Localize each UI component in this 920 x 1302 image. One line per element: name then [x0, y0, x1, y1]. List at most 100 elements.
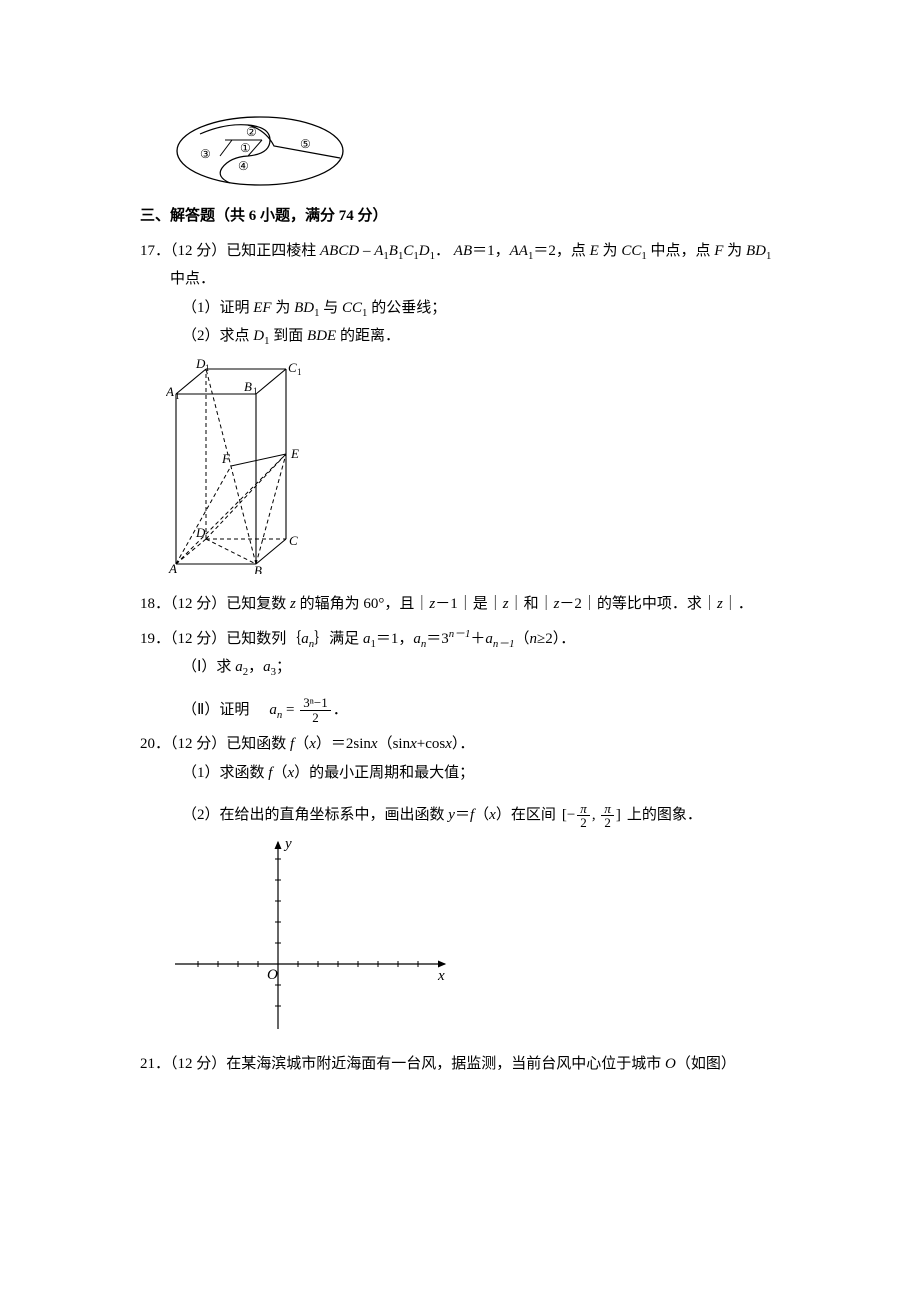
t: （1）证明 — [182, 300, 253, 316]
t: 21．（12 分）在某海滨城市附近海面有一台风，据监测，当前台风中心位于城市 — [140, 1056, 665, 1072]
svg-text:1: 1 — [175, 391, 180, 401]
BDE: BDE — [307, 328, 336, 344]
fraction: 3ⁿ−12 — [300, 696, 330, 724]
q17-line1: 17．（12 分）已知正四棱柱 ABCD – A1B1C1D1． AB＝1，AA… — [140, 237, 790, 266]
region-label-2: ② — [246, 125, 257, 139]
figure-axes: O x y — [170, 834, 790, 1045]
n3: n－1 — [493, 638, 515, 650]
t: ＋ — [470, 631, 485, 647]
t: （ — [514, 631, 529, 647]
map-svg: ① ② ③ ④ ⑤ — [170, 110, 350, 192]
x: x — [410, 736, 417, 752]
t: ＝1， — [376, 631, 414, 647]
t: （ — [474, 807, 489, 823]
svg-text:C: C — [288, 360, 297, 375]
t: ｜． — [723, 596, 753, 612]
svg-text:O: O — [267, 967, 278, 983]
x: x — [489, 807, 496, 823]
t: 到面 — [270, 328, 308, 344]
AA: AA — [510, 243, 528, 259]
q19-line1: 19．（12 分）已知数列｛an｝满足 a1＝1，an＝3n－1＋an－1（n≥… — [140, 625, 790, 654]
figure-map-regions: ① ② ③ ④ ⑤ — [170, 110, 790, 192]
t: ＝ — [455, 807, 470, 823]
t: ）的最小正周期和最大值； — [294, 765, 474, 781]
period: ． — [333, 696, 348, 725]
svg-text:E: E — [290, 446, 299, 461]
svg-text:y: y — [283, 836, 292, 852]
svg-text:1: 1 — [253, 386, 258, 396]
t: ； — [276, 659, 291, 675]
t: －1｜是｜ — [435, 596, 503, 612]
an: a — [301, 631, 309, 647]
D1: D — [253, 328, 264, 344]
an: a — [413, 631, 421, 647]
CC1: CC — [342, 300, 362, 316]
num: 3ⁿ−1 — [300, 696, 330, 710]
t: ｝满足 — [314, 631, 363, 647]
t: ＝2，点 — [533, 243, 589, 259]
t: （如图） — [676, 1056, 736, 1072]
B1: B — [389, 243, 398, 259]
q17-sub2: （2）求点 D1 到面 BDE 的距离． — [182, 322, 790, 351]
BD: BD — [746, 243, 766, 259]
t: （Ⅰ）求 — [182, 659, 235, 675]
svg-text:A: A — [168, 561, 177, 574]
q20-line1: 20．（12 分）已知函数 f（x）＝2sinx（sinx+cosx）． — [140, 730, 790, 759]
BD1: BD — [294, 300, 314, 316]
t: （Ⅱ）证明 — [182, 696, 249, 725]
svg-text:C: C — [289, 533, 298, 548]
problem-18: 18．（12 分）已知复数 z 的辐角为 60°，且｜z－1｜是｜z｜和｜z－2… — [140, 590, 790, 619]
svg-text:B: B — [254, 563, 262, 574]
t: ＝3 — [426, 631, 449, 647]
interval: [−π2, π2] — [562, 801, 621, 830]
x: x — [445, 736, 452, 752]
t: 19．（12 分）已知数列｛ — [140, 631, 301, 647]
E: E — [590, 243, 599, 259]
t: ， — [248, 659, 263, 675]
t: 18．（12 分）已知复数 — [140, 596, 290, 612]
EF: EF — [253, 300, 271, 316]
page: ① ② ③ ④ ⑤ 三、解答题（共 6 小题，满分 74 分） 17．（12 分… — [0, 0, 920, 1302]
t: +cos — [417, 736, 445, 752]
t: －2｜的等比中项．求｜ — [559, 596, 717, 612]
svg-text:x: x — [437, 968, 445, 984]
problem-19: 19．（12 分）已知数列｛an｝满足 a1＝1，an＝3n－1＋an－1（n≥… — [140, 625, 790, 725]
a2: a — [235, 659, 243, 675]
t: ）在区间 — [496, 807, 556, 823]
t: ． — [435, 243, 450, 259]
t: ）． — [452, 736, 475, 752]
problem-21: 21．（12 分）在某海滨城市附近海面有一台风，据监测，当前台风中心位于城市 O… — [140, 1050, 790, 1079]
t: 中点，点 — [647, 243, 715, 259]
t: 上的图象． — [627, 801, 702, 830]
q17-line2: 中点． — [170, 265, 790, 294]
eq: = — [282, 702, 298, 718]
q20-sub2: （2）在给出的直角坐标系中，画出函数 y＝f（x）在区间 [−π2, π2] 上… — [182, 801, 790, 830]
t: （2）求点 — [182, 328, 253, 344]
section-3-title: 三、解答题（共 6 小题，满分 74 分） — [140, 202, 790, 231]
O: O — [665, 1056, 676, 1072]
q19-sub2: （Ⅱ）证明 an = 3ⁿ−12 ． — [140, 696, 790, 725]
t: ≥2）． — [537, 631, 575, 647]
t: 与 — [320, 300, 343, 316]
region-label-1: ① — [240, 141, 251, 155]
prism-svg: A B C D A1 B1 C1 D1 E F — [166, 359, 311, 574]
t: （ — [294, 736, 309, 752]
a3: a — [263, 659, 271, 675]
x: x — [371, 736, 378, 752]
svg-text:D: D — [195, 525, 206, 540]
x: x — [309, 736, 316, 752]
t: ）＝2sin — [316, 736, 371, 752]
q18-line: 18．（12 分）已知复数 z 的辐角为 60°，且｜z－1｜是｜z｜和｜z－2… — [140, 590, 790, 619]
exp: n－1 — [449, 628, 471, 640]
svg-text:1: 1 — [205, 363, 210, 373]
t: 的辐角为 60°，且｜ — [296, 596, 430, 612]
y: y — [448, 807, 455, 823]
t: 为 — [272, 300, 295, 316]
t: ｜和｜ — [509, 596, 554, 612]
q19-sub1: （Ⅰ）求 a2，a3； — [182, 653, 790, 682]
q20-sub1: （1）求函数 f（x）的最小正周期和最大值； — [182, 759, 790, 788]
q17-sub1: （1）证明 EF 为 BD1 与 CC1 的公垂线； — [182, 294, 790, 323]
an: a — [269, 702, 277, 718]
t: 的公垂线； — [367, 300, 446, 316]
axes-svg: O x y — [170, 834, 460, 1034]
